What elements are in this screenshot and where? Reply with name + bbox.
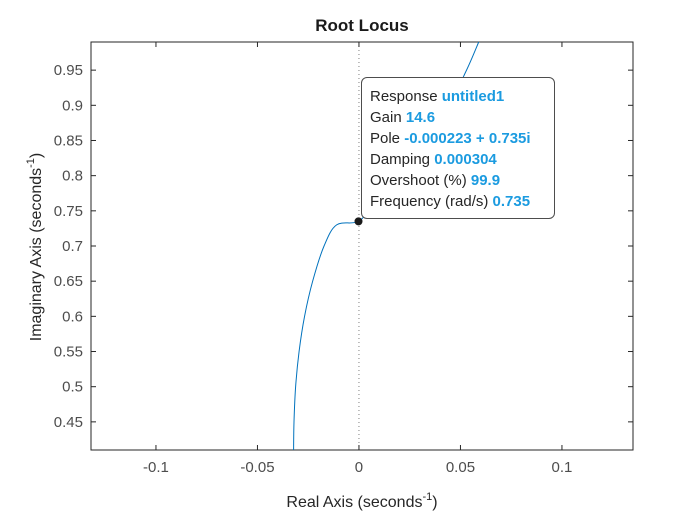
datatip-row: Pole -0.000223 + 0.735i: [370, 128, 546, 149]
pole-datatip[interactable]: Response untitled1 Gain 14.6 Pole -0.00022…: [361, 77, 555, 219]
y-tick-label: 0.6: [62, 308, 83, 325]
selected-pole-marker[interactable]: [354, 217, 363, 226]
datatip-row: Overshoot (%) 99.9: [370, 170, 546, 191]
chart-title: Root Locus: [315, 16, 409, 35]
datatip-label: Overshoot (%): [370, 172, 467, 189]
y-tick-label: 0.75: [54, 203, 83, 220]
y-tick-label: 0.65: [54, 273, 83, 290]
datatip-value: untitled1: [441, 88, 505, 105]
datatip-row: Gain 14.6: [370, 107, 546, 128]
datatip-value: 99.9: [470, 172, 501, 189]
y-axis-label-text: Imaginary Axis (seconds: [28, 168, 45, 341]
y-axis-label-exponent: -1: [25, 158, 37, 168]
y-axis-label-close: ): [28, 153, 45, 158]
datatip-value: 0.000304: [434, 151, 497, 168]
datatip-row: Damping 0.000304: [370, 149, 546, 170]
y-tick-label: 0.5: [62, 379, 83, 396]
datatip-row: Response untitled1: [370, 86, 546, 107]
datatip-label: Response: [370, 88, 438, 105]
y-axis-ticks: 0.45 0.5 0.55 0.6 0.65 0.7 0.75 0.8 0.85 0.9 0.95: [54, 62, 633, 431]
datatip-value: 14.6: [405, 109, 436, 126]
x-tick-label: 0: [355, 459, 363, 476]
x-tick-label: -0.05: [240, 459, 274, 476]
x-axis-ticks: -0.1 -0.05 0 0.05 0.1: [143, 42, 572, 476]
x-axis-label-exponent: -1: [422, 491, 432, 503]
y-tick-label: 0.7: [62, 238, 83, 255]
y-tick-label: 0.8: [62, 168, 83, 185]
datatip-value: 0.735: [492, 193, 531, 210]
datatip-label: Frequency (rad/s): [370, 193, 489, 210]
x-axis-label-close: ): [432, 494, 437, 511]
x-axis-label-text: Real Axis (seconds: [286, 494, 422, 511]
datatip-label: Gain: [370, 109, 402, 126]
datatip-row: Frequency (rad/s) 0.735: [370, 191, 546, 212]
x-tick-label: 0.1: [552, 459, 573, 476]
y-tick-label: 0.55: [54, 344, 83, 361]
datatip-label: Damping: [370, 151, 431, 168]
x-axis-label: Real Axis (seconds-1): [286, 491, 437, 511]
y-tick-label: 0.45: [54, 414, 83, 431]
datatip-value: -0.000223 + 0.735i: [404, 130, 531, 147]
pole-marker-layer: [354, 217, 363, 226]
x-tick-label: 0.05: [446, 459, 475, 476]
x-tick-label: -0.1: [143, 459, 169, 476]
datatip-label: Pole: [370, 130, 401, 147]
y-tick-label: 0.85: [54, 132, 83, 149]
y-axis-label: Imaginary Axis (seconds-1): [25, 153, 45, 342]
y-tick-label: 0.95: [54, 62, 83, 79]
y-tick-label: 0.9: [62, 97, 83, 114]
